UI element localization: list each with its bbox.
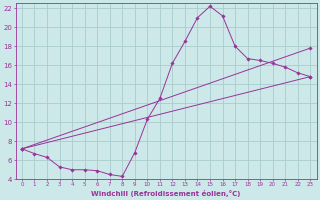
X-axis label: Windchill (Refroidissement éolien,°C): Windchill (Refroidissement éolien,°C) [92,190,241,197]
